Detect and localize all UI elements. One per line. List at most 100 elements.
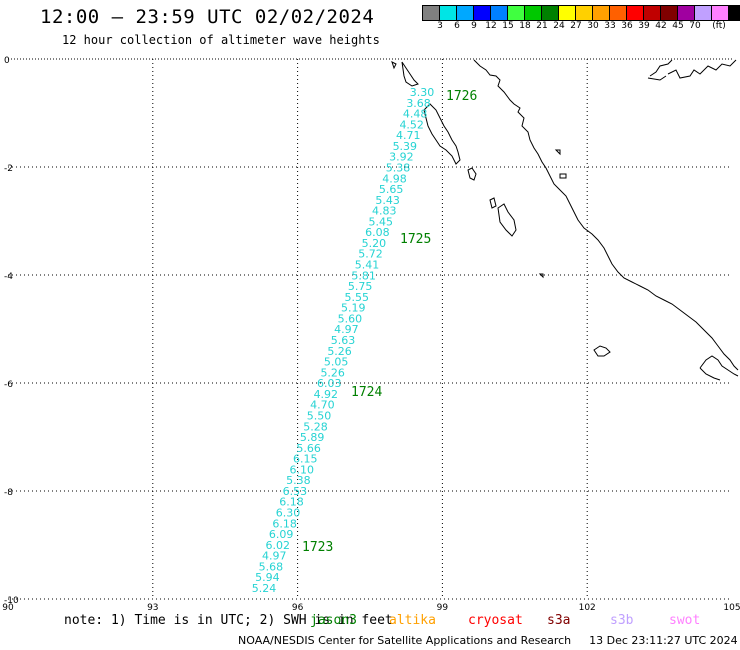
wave-height-label: 4.48 bbox=[403, 108, 428, 121]
wave-height-label: 5.20 bbox=[362, 237, 387, 250]
wave-height-label: 3.92 bbox=[389, 151, 414, 164]
colorbar-swatch bbox=[457, 6, 474, 20]
wave-height-label: 5.50 bbox=[307, 409, 332, 422]
small-island-3 bbox=[467, 167, 477, 181]
colorbar-label: 6 bbox=[454, 21, 460, 31]
wave-height-label: 6.03 bbox=[317, 377, 342, 390]
wave-height-label: 6.18 bbox=[272, 517, 297, 530]
satellite-legend-item: s3b bbox=[610, 613, 634, 628]
wave-height-label: 6.02 bbox=[265, 539, 290, 552]
colorbar-swatch bbox=[627, 6, 644, 20]
small-island-5 bbox=[559, 173, 567, 179]
wave-height-label: 5.68 bbox=[259, 560, 284, 573]
wave-height-label: 5.39 bbox=[393, 140, 418, 153]
x-tick-label: 99 bbox=[437, 603, 449, 613]
wave-height-label: 4.92 bbox=[314, 388, 339, 401]
wave-height-label: 4.97 bbox=[334, 323, 359, 336]
satellite-legend-item: jason3 bbox=[310, 613, 357, 628]
colorbar-swatch bbox=[491, 6, 508, 20]
track-time-label: 1726 bbox=[446, 89, 477, 104]
wave-height-label: 5.43 bbox=[375, 194, 400, 207]
wave-height-label: 5.55 bbox=[344, 291, 369, 304]
satellite-legend-item: swot bbox=[669, 613, 701, 628]
map-subtitle: 12 hour collection of altimeter wave hei… bbox=[62, 33, 380, 47]
colorbar-unit: (ft) bbox=[712, 21, 726, 31]
wave-height-label: 3.68 bbox=[406, 97, 431, 110]
colorbar-swatch bbox=[678, 6, 695, 20]
colorbar-labels: 3 6 9 12 15 18 21 24 27 30 33 36 39 42 45 70 (ft) bbox=[422, 21, 740, 33]
wave-height-label: 5.89 bbox=[300, 431, 325, 444]
coastline-mainland bbox=[473, 59, 739, 371]
track-time-label: 1723 bbox=[302, 540, 333, 555]
wave-height-label: 5.26 bbox=[320, 366, 345, 379]
y-tick-label: -4 bbox=[4, 272, 13, 282]
colorbar-swatch bbox=[542, 6, 559, 20]
grid-lines bbox=[8, 59, 732, 600]
colorbar-label: 24 bbox=[553, 21, 565, 31]
colorbar-label: 33 bbox=[604, 21, 616, 31]
wave-height-label: 4.70 bbox=[310, 399, 335, 412]
coastline-peninsula bbox=[401, 61, 461, 165]
wave-height-label: 5.38 bbox=[286, 474, 311, 487]
wave-height-label: 3.30 bbox=[410, 86, 435, 99]
small-island-1 bbox=[593, 345, 611, 357]
colorbar-swatch bbox=[695, 6, 712, 20]
track-time-label: 1725 bbox=[400, 232, 431, 247]
wave-height-label: 5.94 bbox=[255, 571, 280, 584]
colorbar-label: 39 bbox=[638, 21, 650, 31]
wave-height-label: 5.26 bbox=[327, 345, 352, 358]
wave-height-label: 5.41 bbox=[355, 259, 380, 272]
axis-tick-labels: 90 93 96 99 102 105 0 -2 -4 -6 -8 -10 bbox=[2, 56, 740, 613]
colorbar-swatch bbox=[712, 6, 729, 20]
wave-height-label: 4.71 bbox=[396, 129, 421, 142]
wave-height-label: 5.24 bbox=[252, 582, 277, 595]
x-tick-label: 90 bbox=[2, 603, 14, 613]
wave-height-label: 5.66 bbox=[296, 442, 321, 455]
wave-height-label: 4.52 bbox=[399, 118, 424, 131]
colorbar-swatch bbox=[559, 6, 576, 20]
colorbar-label: 36 bbox=[621, 21, 633, 31]
y-tick-label: -10 bbox=[4, 596, 19, 606]
colorbar-label: 27 bbox=[570, 21, 582, 31]
y-tick-label: 0 bbox=[4, 56, 10, 66]
wave-height-label: 4.97 bbox=[262, 550, 287, 563]
wave-height-label: 5.19 bbox=[341, 302, 366, 315]
time-labels: 1726 1725 1724 1723 bbox=[302, 89, 477, 555]
wave-height-label: 5.38 bbox=[386, 161, 411, 174]
wave-height-label: 4.98 bbox=[382, 172, 407, 185]
wave-height-label: 5.45 bbox=[369, 215, 394, 228]
colorbar-label: 15 bbox=[502, 21, 514, 31]
colorbar-swatch bbox=[661, 6, 678, 20]
map-title: 12:00 — 23:59 UTC 02/02/2024 bbox=[40, 6, 375, 28]
wave-height-label: 5.81 bbox=[351, 269, 376, 282]
colorbar-swatch bbox=[576, 6, 593, 20]
credit-timestamp: 13 Dec 23:11:27 UTC 2024 bbox=[589, 634, 738, 647]
colorbar-label: 12 bbox=[485, 21, 497, 31]
colorbar-label: 70 bbox=[689, 21, 701, 31]
wave-height-label: 6.30 bbox=[276, 507, 301, 520]
colorbar-label: 30 bbox=[587, 21, 599, 31]
small-island-7 bbox=[538, 273, 544, 279]
coastline-northeast bbox=[647, 59, 737, 81]
satellite-track: 3.303.684.484.524.715.393.925.384.985.65… bbox=[252, 86, 435, 595]
colorbar-swatch bbox=[729, 6, 740, 20]
colorbar-label: 42 bbox=[655, 21, 667, 31]
wave-height-label: 5.72 bbox=[358, 248, 383, 261]
wave-height-label: 6.53 bbox=[283, 485, 308, 498]
wave-height-label: 4.83 bbox=[372, 205, 397, 218]
colorbar-label: 3 bbox=[437, 21, 443, 31]
wave-height-label: 5.75 bbox=[348, 280, 373, 293]
x-tick-label: 93 bbox=[147, 603, 158, 613]
satellite-legend-item: s3a bbox=[547, 613, 571, 628]
small-island-6 bbox=[554, 149, 561, 156]
small-island-4 bbox=[489, 197, 497, 209]
wave-height-label: 5.65 bbox=[379, 183, 404, 196]
satellite-legend-item: altika bbox=[389, 613, 436, 628]
x-tick-label: 102 bbox=[579, 603, 596, 613]
y-tick-label: -8 bbox=[4, 488, 13, 498]
wave-height-label: 5.05 bbox=[324, 356, 349, 369]
colorbar-label: 9 bbox=[471, 21, 477, 31]
coastline-east-island bbox=[699, 355, 739, 381]
satellite-legend-item: cryosat bbox=[468, 613, 523, 628]
